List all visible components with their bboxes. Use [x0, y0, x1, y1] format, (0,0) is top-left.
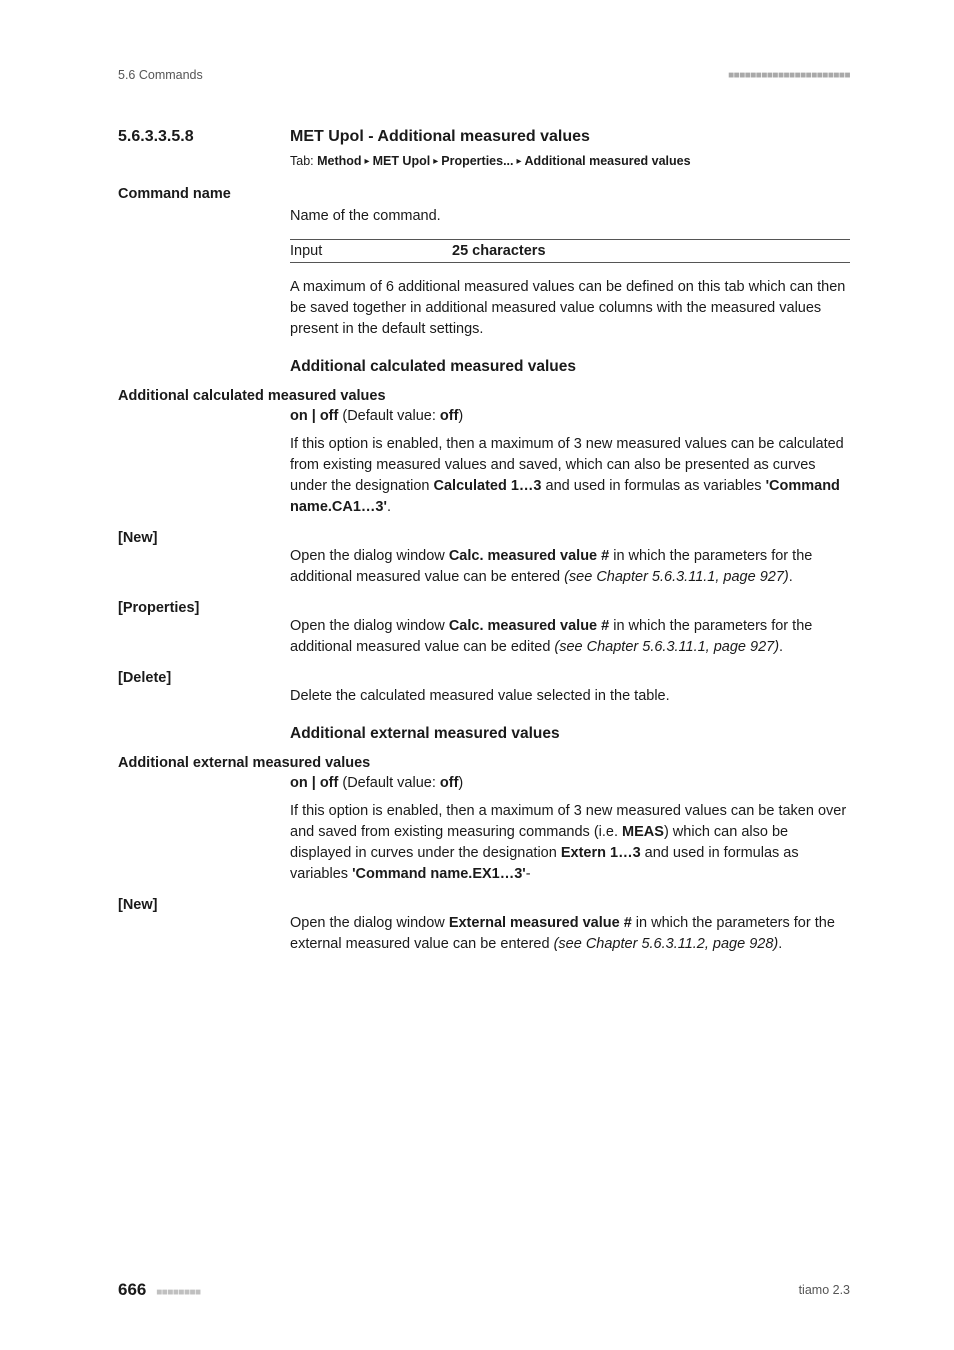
field-command-name: Command name [118, 186, 850, 202]
delete-button-label: [Delete] [118, 670, 850, 686]
text-run: Open the dialog window [290, 915, 449, 931]
calc-new-desc: Open the dialog window Calc. measured va… [290, 546, 850, 588]
onoff-default: off [440, 408, 459, 424]
breadcrumb-item: Additional measured values [525, 154, 691, 168]
breadcrumb-item: Properties... [441, 154, 513, 168]
calc-prop-desc: Open the dialog window Calc. measured va… [290, 616, 850, 658]
text-italic: (see Chapter 5.6.3.11.1, page 927) [554, 639, 779, 655]
text-italic: (see Chapter 5.6.3.11.2, page 928) [554, 936, 779, 952]
text-bold: Calculated 1…3 [434, 478, 542, 494]
page-number: 666 [118, 1280, 146, 1299]
footer-product: tiamo 2.3 [799, 1283, 850, 1297]
text-run: . [778, 936, 782, 952]
text-bold: Calc. measured value # [449, 618, 609, 634]
breadcrumb-item: MET Upol [373, 154, 431, 168]
text-bold: Extern 1…3 [561, 845, 641, 861]
footer-left: 666 ■■■■■■■■ [118, 1280, 201, 1300]
command-name-help: A maximum of 6 additional measured value… [290, 277, 850, 340]
onoff-suffix: ) [458, 775, 463, 791]
command-name-desc: Name of the command. [290, 206, 850, 227]
ext-new-button-label: [New] [118, 897, 850, 913]
chevron-right-icon: ▸ [517, 156, 522, 167]
section-number: 5.6.3.3.5.8 [118, 128, 290, 146]
ext-new-desc: Open the dialog window External measured… [290, 913, 850, 955]
calc-onoff: on | off (Default value: off) [290, 408, 850, 424]
calc-del-desc: Delete the calculated measured value sel… [290, 686, 850, 707]
text-bold: Calc. measured value # [449, 548, 609, 564]
text-bold: MEAS [622, 824, 664, 840]
breadcrumb-item: Method [317, 154, 361, 168]
subheading-calc: Additional calculated measured values [290, 358, 850, 376]
text-run: Open the dialog window [290, 618, 449, 634]
chevron-right-icon: ▸ [433, 156, 438, 167]
text-run: and used in formulas as variables [542, 478, 766, 494]
input-spec-value: 25 characters [452, 243, 546, 259]
onoff-default: off [440, 775, 459, 791]
breadcrumb: Tab: Method▸MET Upol▸Properties...▸Addit… [290, 154, 850, 168]
field-calc-values: Additional calculated measured values [118, 388, 850, 404]
onoff-options: on | off [290, 775, 338, 791]
input-spec-row: Input 25 characters [290, 239, 850, 263]
properties-button-label: [Properties] [118, 600, 850, 616]
ext-onoff: on | off (Default value: off) [290, 775, 850, 791]
ext-description: If this option is enabled, then a maximu… [290, 801, 850, 885]
text-run: . [779, 639, 783, 655]
header-ornament: ■■■■■■■■■■■■■■■■■■■■■■ [728, 70, 850, 81]
calc-description: If this option is enabled, then a maximu… [290, 434, 850, 518]
text-bold: 'Command name.EX1…3' [352, 866, 526, 882]
new-button-label: [New] [118, 530, 850, 546]
text-italic: (see Chapter 5.6.3.11.1, page 927) [564, 569, 789, 585]
text-run: - [526, 866, 531, 882]
subheading-ext: Additional external measured values [290, 725, 850, 743]
field-ext-values: Additional external measured values [118, 755, 850, 771]
onoff-suffix: ) [458, 408, 463, 424]
text-run: . [387, 499, 391, 515]
input-spec-label: Input [290, 243, 452, 259]
text-run: Open the dialog window [290, 548, 449, 564]
chevron-right-icon: ▸ [365, 156, 370, 167]
section-title: MET Upol - Additional measured values [290, 128, 590, 146]
onoff-mid: (Default value: [338, 775, 440, 791]
running-header-left: 5.6 Commands [118, 68, 203, 82]
text-bold: External measured value # [449, 915, 632, 931]
onoff-mid: (Default value: [338, 408, 440, 424]
text-run: . [789, 569, 793, 585]
footer-ornament: ■■■■■■■■ [156, 1287, 200, 1298]
breadcrumb-prefix: Tab: [290, 154, 317, 168]
onoff-options: on | off [290, 408, 338, 424]
